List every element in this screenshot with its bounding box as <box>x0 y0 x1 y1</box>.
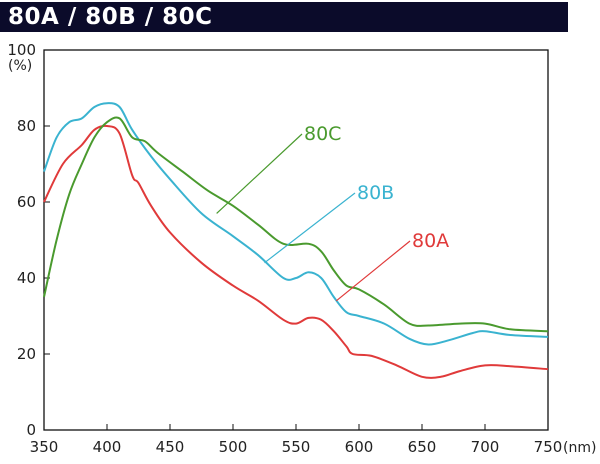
x-tick-label: 600 <box>345 438 374 456</box>
y-tick-label: 60 <box>17 193 36 211</box>
series-labels: 80A 80B 80C <box>216 123 449 302</box>
series-label-80a: 80A <box>412 230 449 252</box>
leader-line-80c <box>216 133 303 214</box>
series-line-80a <box>43 124 549 379</box>
leader-line-80a <box>335 240 411 302</box>
series-line-80b <box>43 102 549 346</box>
x-tick-label: 650 <box>408 438 437 456</box>
title-band: 80A / 80B / 80C <box>0 2 568 32</box>
x-tick-label: 350 <box>30 438 59 456</box>
x-tick-label: 400 <box>93 438 122 456</box>
x-axis-unit: (nm) <box>563 440 596 456</box>
x-tick-label: 700 <box>471 438 500 456</box>
x-tick-label: 500 <box>219 438 248 456</box>
x-tick-label: 450 <box>156 438 185 456</box>
y-tick-label: 100 <box>7 41 36 59</box>
y-tick-label: 40 <box>17 269 36 287</box>
y-tick-label: 80 <box>17 117 36 135</box>
series-label-80c: 80C <box>304 123 341 145</box>
y-axis-unit: (%) <box>8 58 32 74</box>
series-lines <box>43 102 549 379</box>
chart-title: 80A / 80B / 80C <box>8 4 213 30</box>
y-tick-label: 0 <box>26 421 36 439</box>
x-tick-label: 550 <box>282 438 311 456</box>
title-bar: 80A / 80B / 80C <box>0 0 600 36</box>
x-tick-label: 750 <box>534 438 563 456</box>
axes: 350 400 450 500 550 600 650 700 750020406080100(… <box>7 41 596 456</box>
leader-line-80b <box>264 192 356 264</box>
series-line-80c <box>43 116 549 333</box>
series-label-80b: 80B <box>357 182 394 204</box>
y-tick-label: 20 <box>17 345 36 363</box>
